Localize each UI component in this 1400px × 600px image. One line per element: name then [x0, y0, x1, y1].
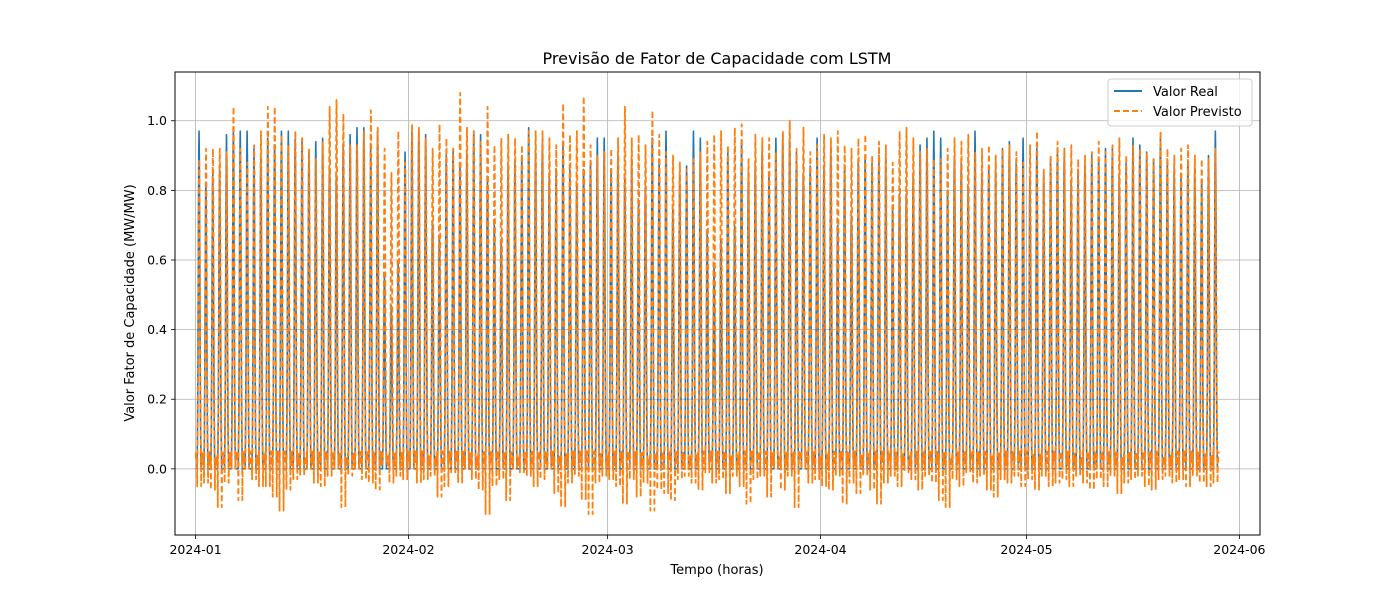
y-tick-label: 1.0 — [147, 113, 167, 128]
x-axis-label: Tempo (horas) — [669, 563, 763, 578]
x-tick-label: 2024-06 — [1213, 542, 1265, 557]
y-tick-label: 0.8 — [147, 183, 167, 198]
series-layer — [194, 91, 1220, 516]
x-tick-label: 2024-04 — [794, 542, 846, 557]
y-tick-label: 0.2 — [147, 392, 167, 407]
chart-title: Previsão de Fator de Capacidade com LSTM — [543, 49, 892, 68]
plot-frame — [174, 71, 1261, 536]
y-axis-label: Valor Fator de Capacidade (MW/MW) — [123, 184, 138, 421]
legend: Valor Real Valor Previsto — [1107, 78, 1253, 127]
legend-label-previsto: Valor Previsto — [1153, 105, 1242, 120]
y-tick-label: 0.0 — [147, 461, 167, 476]
x-tick-label: 2024-01 — [169, 542, 221, 557]
y-tick-label: 0.4 — [147, 322, 167, 337]
x-tick-label: 2024-02 — [382, 542, 434, 557]
series-line-valor-previsto — [194, 91, 1220, 516]
y-tick-label: 0.6 — [147, 252, 167, 267]
ticks: 2024-01 2024-02 2024-03 2024-04 2024-05 2024-… — [147, 113, 1265, 557]
x-tick-label: 2024-05 — [1000, 542, 1052, 557]
x-tick-label: 2024-03 — [582, 542, 634, 557]
legend-label-real: Valor Real — [1153, 85, 1218, 100]
legend-box — [1107, 78, 1253, 127]
